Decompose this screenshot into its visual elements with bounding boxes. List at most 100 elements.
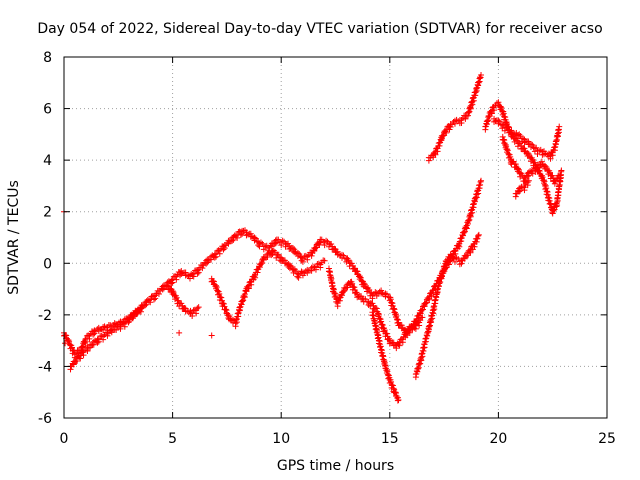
data-point: [296, 250, 303, 257]
data-point: [354, 294, 361, 301]
data-point: [237, 232, 244, 239]
data-point: [214, 287, 221, 294]
data-point: [252, 235, 259, 242]
data-point: [245, 285, 252, 292]
data-point: [341, 287, 348, 294]
data-point: [393, 345, 400, 352]
data-point: [458, 238, 465, 245]
data-point: [425, 157, 432, 164]
data-point: [389, 300, 396, 307]
series-isolated: [61, 208, 215, 347]
axis-ticks: 0 5 10 15 20 25 -6 -4 -2 0 2 4 6 8: [38, 50, 616, 447]
data-point: [66, 338, 73, 345]
data-point: [505, 150, 512, 157]
data-point: [536, 164, 543, 171]
data-point: [208, 256, 215, 263]
data-point: [150, 296, 157, 303]
data-point: [529, 156, 536, 163]
data-point: [431, 306, 438, 313]
data-point: [458, 260, 465, 267]
series-arc-12: [512, 177, 532, 200]
data-point: [439, 133, 446, 140]
data-point: [104, 332, 111, 339]
data-point: [299, 258, 306, 265]
data-point: [313, 244, 320, 251]
data-point: [419, 314, 426, 321]
chart-title: Day 054 of 2022, Sidereal Day-to-day VTE…: [37, 21, 602, 37]
data-point: [491, 107, 498, 114]
data-point: [478, 72, 485, 79]
data-point: [117, 325, 124, 332]
data-point: [388, 378, 395, 385]
data-point: [321, 242, 328, 249]
data-point: [383, 330, 390, 337]
data-point: [558, 167, 565, 174]
data-point: [349, 280, 356, 287]
data-point: [451, 120, 458, 127]
x-tick-label: 15: [381, 431, 399, 447]
data-point: [532, 169, 539, 176]
x-axis-label: GPS time / hours: [277, 458, 394, 474]
data-point: [463, 225, 470, 232]
data-point: [501, 127, 508, 134]
data-point: [121, 323, 128, 330]
data-point: [169, 279, 176, 286]
data-point: [498, 104, 505, 111]
data-point: [168, 280, 175, 287]
data-point: [515, 166, 522, 173]
data-point: [262, 243, 269, 250]
data-point: [252, 274, 259, 281]
data-point: [213, 284, 220, 291]
plot-frame: [63, 56, 608, 419]
data-point: [232, 323, 239, 330]
data-point: [474, 235, 481, 242]
data-point: [419, 306, 426, 313]
data-point: [549, 172, 556, 179]
data-point: [339, 292, 346, 299]
data-point: [447, 124, 454, 131]
data-point: [220, 300, 227, 307]
data-point: [467, 213, 474, 220]
data-point: [159, 286, 166, 293]
data-point: [155, 290, 162, 297]
data-point: [120, 320, 127, 327]
y-tick-label: -4: [38, 359, 52, 375]
data-point: [372, 305, 379, 312]
data-point: [315, 260, 322, 267]
data-point: [460, 229, 467, 236]
data-point: [142, 302, 149, 309]
data-point: [473, 194, 480, 201]
data-point: [256, 264, 263, 271]
data-point: [293, 268, 300, 275]
data-point: [375, 311, 382, 318]
data-point: [469, 209, 476, 216]
data-point: [521, 187, 528, 194]
data-point: [387, 296, 394, 303]
y-tick-label: 6: [43, 102, 52, 118]
data-point: [512, 193, 519, 200]
data-point: [543, 164, 550, 171]
data-point: [520, 135, 527, 142]
data-point: [461, 255, 468, 262]
data-point: [240, 227, 247, 234]
data-point: [517, 132, 524, 139]
data-point: [551, 180, 558, 187]
data-point: [302, 252, 309, 259]
data-point: [555, 175, 562, 182]
data-point: [451, 258, 458, 265]
data-point: [344, 284, 351, 291]
data-point: [181, 305, 188, 312]
data-point: [524, 173, 531, 180]
data-point: [186, 275, 193, 282]
data-point: [345, 257, 352, 264]
data-point: [222, 306, 229, 313]
data-point: [554, 197, 561, 204]
data-point: [139, 304, 146, 311]
data-point: [348, 260, 355, 267]
data-point: [152, 295, 159, 302]
data-point: [233, 319, 240, 326]
data-point: [392, 389, 399, 396]
data-point: [394, 397, 401, 404]
data-point: [446, 256, 453, 263]
